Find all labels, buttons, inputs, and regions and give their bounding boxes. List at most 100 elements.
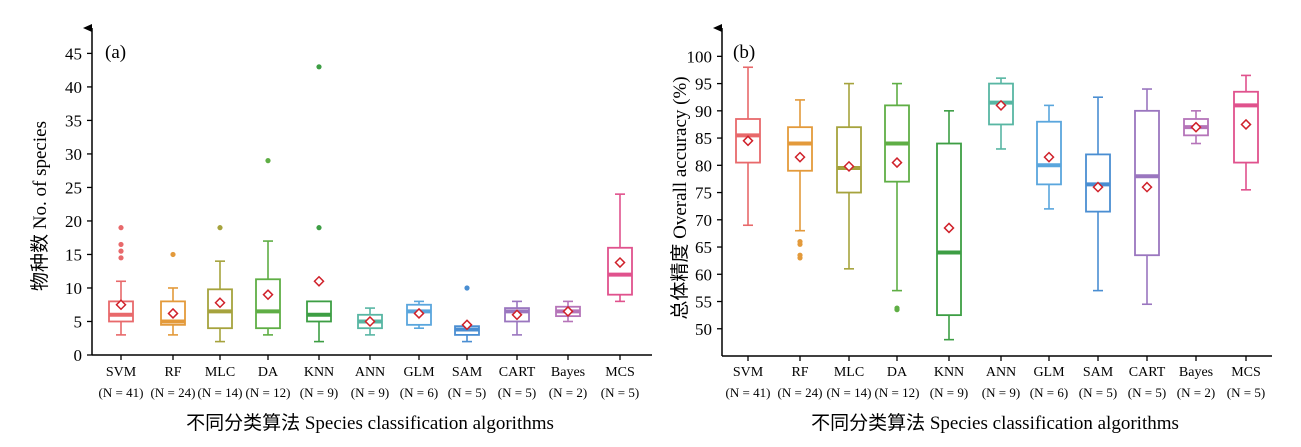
x-tick-label-cart: CART (499, 365, 536, 380)
panel-a-x-axis-label: 不同分类算法 Species classification algorithms (186, 412, 554, 434)
mean-marker (562, 305, 574, 317)
mean-marker (1043, 151, 1055, 163)
panel-b-overall-accuracy-boxplot: (b) 总体精度 Overall accuracy (%) 不同分类算法 Spe… (669, 24, 1272, 434)
outlier-point (464, 285, 470, 291)
panel-b-boxes (735, 66, 1259, 341)
mean-marker (214, 297, 226, 309)
mean-marker (794, 151, 806, 163)
mean-marker (843, 160, 855, 172)
box-cart (504, 300, 530, 336)
box-mcs (607, 193, 633, 303)
mean-marker (511, 309, 523, 321)
x-tick-label-bayes: Bayes (551, 365, 585, 380)
x-tick-label-mlc: MLC (205, 365, 235, 380)
y-tick-label: 90 (695, 102, 712, 121)
mean-marker (614, 256, 626, 269)
mean-marker (943, 222, 955, 234)
y-tick-label: 85 (695, 129, 712, 148)
mean-marker (891, 157, 903, 169)
mean-marker (1190, 121, 1202, 133)
box-rf (160, 251, 186, 336)
x-tick-label-da: DA (887, 365, 908, 380)
x-tick-label-mlc: MLC (834, 365, 864, 380)
iqr-box (207, 288, 233, 330)
x-tick-label-ann: ANN (986, 365, 1016, 380)
y-tick-label: 65 (695, 238, 712, 257)
n-label-da: (N = 12) (875, 385, 920, 400)
iqr-box (306, 300, 332, 323)
mean-marker (167, 307, 179, 320)
panel-a-y-axis-label: 物种数 No. of species (29, 121, 51, 291)
n-label-bayes: (N = 2) (1177, 385, 1215, 400)
outlier-point (118, 241, 124, 248)
box-cart (1134, 88, 1160, 306)
outlier-point (118, 248, 124, 254)
panel-b-label: (b) (733, 42, 755, 63)
n-label-sam: (N = 5) (1079, 385, 1117, 400)
y-tick-label: 55 (695, 293, 712, 312)
outlier-point (118, 255, 124, 261)
x-tick-label-mcs: MCS (1231, 365, 1261, 380)
x-tick-label-rf: RF (791, 365, 808, 380)
box-svm (735, 66, 761, 227)
box-rf (787, 99, 813, 261)
y-tick-label: 10 (65, 279, 82, 298)
box-knn (306, 64, 332, 343)
panel-a-species-count-boxplot: (a) 物种数 No. of species 不同分类算法 Species cl… (29, 24, 652, 434)
x-tick-label-sam: SAM (452, 365, 483, 380)
box-knn (936, 110, 962, 341)
mean-marker (461, 319, 473, 331)
iqr-box (255, 278, 281, 330)
outlier-point (797, 238, 803, 245)
iqr-box (607, 246, 633, 296)
n-label-da: (N = 12) (246, 385, 291, 400)
x-tick-label-svm: SVM (733, 365, 764, 380)
y-tick-label: 20 (65, 212, 82, 231)
n-label-bayes: (N = 2) (549, 385, 587, 400)
panel-a-label: (a) (105, 42, 126, 63)
y-tick-label: 35 (65, 111, 82, 130)
box-ann (357, 307, 383, 336)
y-tick-label: 95 (695, 75, 712, 94)
n-label-knn: (N = 9) (300, 385, 338, 400)
outlier-point (797, 252, 803, 258)
n-label-mcs: (N = 5) (601, 385, 639, 400)
outlier-point (265, 158, 271, 164)
outlier-point (217, 225, 223, 231)
mean-marker (313, 275, 325, 287)
outlier-point (316, 225, 322, 231)
panel-a-axes: 0 5 10 15 20 25 30 35 40 45 SVM (N = 41) RF (N = 24) M… (65, 24, 652, 400)
mean-marker (413, 307, 425, 320)
panel-b-axes: 50 55 60 65 70 75 80 85 90 95 100 SVM (N = 41) RF (N =… (687, 24, 1272, 400)
panel-b-x-axis-label: 不同分类算法 Species classification algorithms (811, 412, 1179, 434)
x-tick-label-cart: CART (1129, 365, 1166, 380)
n-label-svm: (N = 41) (726, 385, 771, 400)
mean-marker (364, 315, 376, 328)
n-label-ann: (N = 9) (351, 385, 389, 400)
y-tick-label: 30 (65, 145, 82, 164)
y-tick-label: 25 (65, 178, 82, 197)
n-label-mlc: (N = 14) (827, 385, 872, 400)
n-label-sam: (N = 5) (448, 385, 486, 400)
x-tick-label-knn: KNN (934, 365, 964, 380)
iqr-box (936, 142, 962, 317)
mean-marker (1240, 118, 1252, 131)
y-tick-label: 15 (65, 245, 82, 264)
y-tick-label: 75 (695, 184, 712, 203)
y-tick-label: 60 (695, 265, 712, 284)
box-ann (988, 77, 1014, 150)
box-mlc (836, 82, 862, 270)
y-tick-label: 0 (74, 346, 83, 365)
box-bayes (555, 300, 581, 323)
y-tick-label: 40 (65, 78, 82, 97)
x-tick-label-mcs: MCS (605, 365, 635, 380)
x-tick-label-bayes: Bayes (1179, 365, 1213, 380)
box-da (884, 82, 910, 313)
mean-marker (1092, 181, 1104, 193)
box-sam (1085, 96, 1111, 292)
n-label-mcs: (N = 5) (1227, 385, 1265, 400)
n-label-rf: (N = 24) (778, 385, 823, 400)
outlier-point (118, 225, 124, 231)
iqr-box (787, 126, 813, 172)
